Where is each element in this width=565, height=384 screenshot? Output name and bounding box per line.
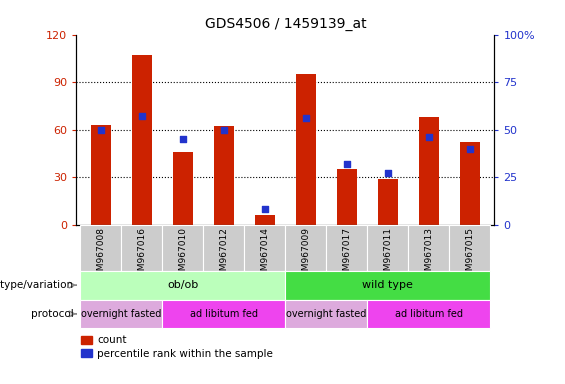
Bar xyxy=(367,225,408,271)
Point xyxy=(97,127,106,133)
Text: wild type: wild type xyxy=(362,280,413,290)
Text: GSM967011: GSM967011 xyxy=(383,227,392,282)
Bar xyxy=(80,271,285,300)
Text: ad libitum fed: ad libitum fed xyxy=(395,309,463,319)
Point xyxy=(137,113,146,119)
Bar xyxy=(132,55,152,225)
Bar xyxy=(295,74,316,225)
Bar xyxy=(408,225,449,271)
Bar xyxy=(459,142,480,225)
Bar xyxy=(337,169,357,225)
Text: GSM967014: GSM967014 xyxy=(260,227,270,282)
Bar xyxy=(214,126,234,225)
Bar xyxy=(203,225,244,271)
Text: GSM967016: GSM967016 xyxy=(137,227,146,282)
Text: GSM967008: GSM967008 xyxy=(97,227,105,282)
Bar xyxy=(285,300,367,328)
Point xyxy=(465,146,474,152)
Text: GSM967015: GSM967015 xyxy=(466,227,474,282)
Text: overnight fasted: overnight fasted xyxy=(81,309,162,319)
Bar xyxy=(80,300,162,328)
Bar xyxy=(285,271,490,300)
Text: GSM967009: GSM967009 xyxy=(301,227,310,282)
Bar xyxy=(255,215,275,225)
Point xyxy=(383,170,392,176)
Title: GDS4506 / 1459139_at: GDS4506 / 1459139_at xyxy=(205,17,366,31)
Text: GSM967017: GSM967017 xyxy=(342,227,351,282)
Text: GSM967010: GSM967010 xyxy=(179,227,188,282)
Bar xyxy=(90,125,111,225)
Text: GSM967013: GSM967013 xyxy=(424,227,433,282)
Bar xyxy=(162,300,285,328)
Bar xyxy=(377,179,398,225)
Text: genotype/variation: genotype/variation xyxy=(0,280,73,290)
Point xyxy=(179,136,188,142)
Text: ad libitum fed: ad libitum fed xyxy=(190,309,258,319)
Bar xyxy=(367,300,490,328)
Point xyxy=(424,134,433,140)
Text: GSM967012: GSM967012 xyxy=(219,227,228,282)
Bar xyxy=(244,225,285,271)
Point xyxy=(219,127,228,133)
Legend: count, percentile rank within the sample: count, percentile rank within the sample xyxy=(81,336,273,359)
Bar xyxy=(162,225,203,271)
Bar xyxy=(285,225,327,271)
Text: overnight fasted: overnight fasted xyxy=(286,309,367,319)
Bar xyxy=(80,225,121,271)
Point xyxy=(342,161,351,167)
Point xyxy=(260,206,270,212)
Point xyxy=(301,115,310,121)
Text: protocol: protocol xyxy=(31,309,73,319)
Bar xyxy=(172,152,193,225)
Bar xyxy=(449,225,490,271)
Text: ob/ob: ob/ob xyxy=(167,280,198,290)
Bar xyxy=(121,225,162,271)
Bar xyxy=(327,225,367,271)
Bar xyxy=(419,117,439,225)
